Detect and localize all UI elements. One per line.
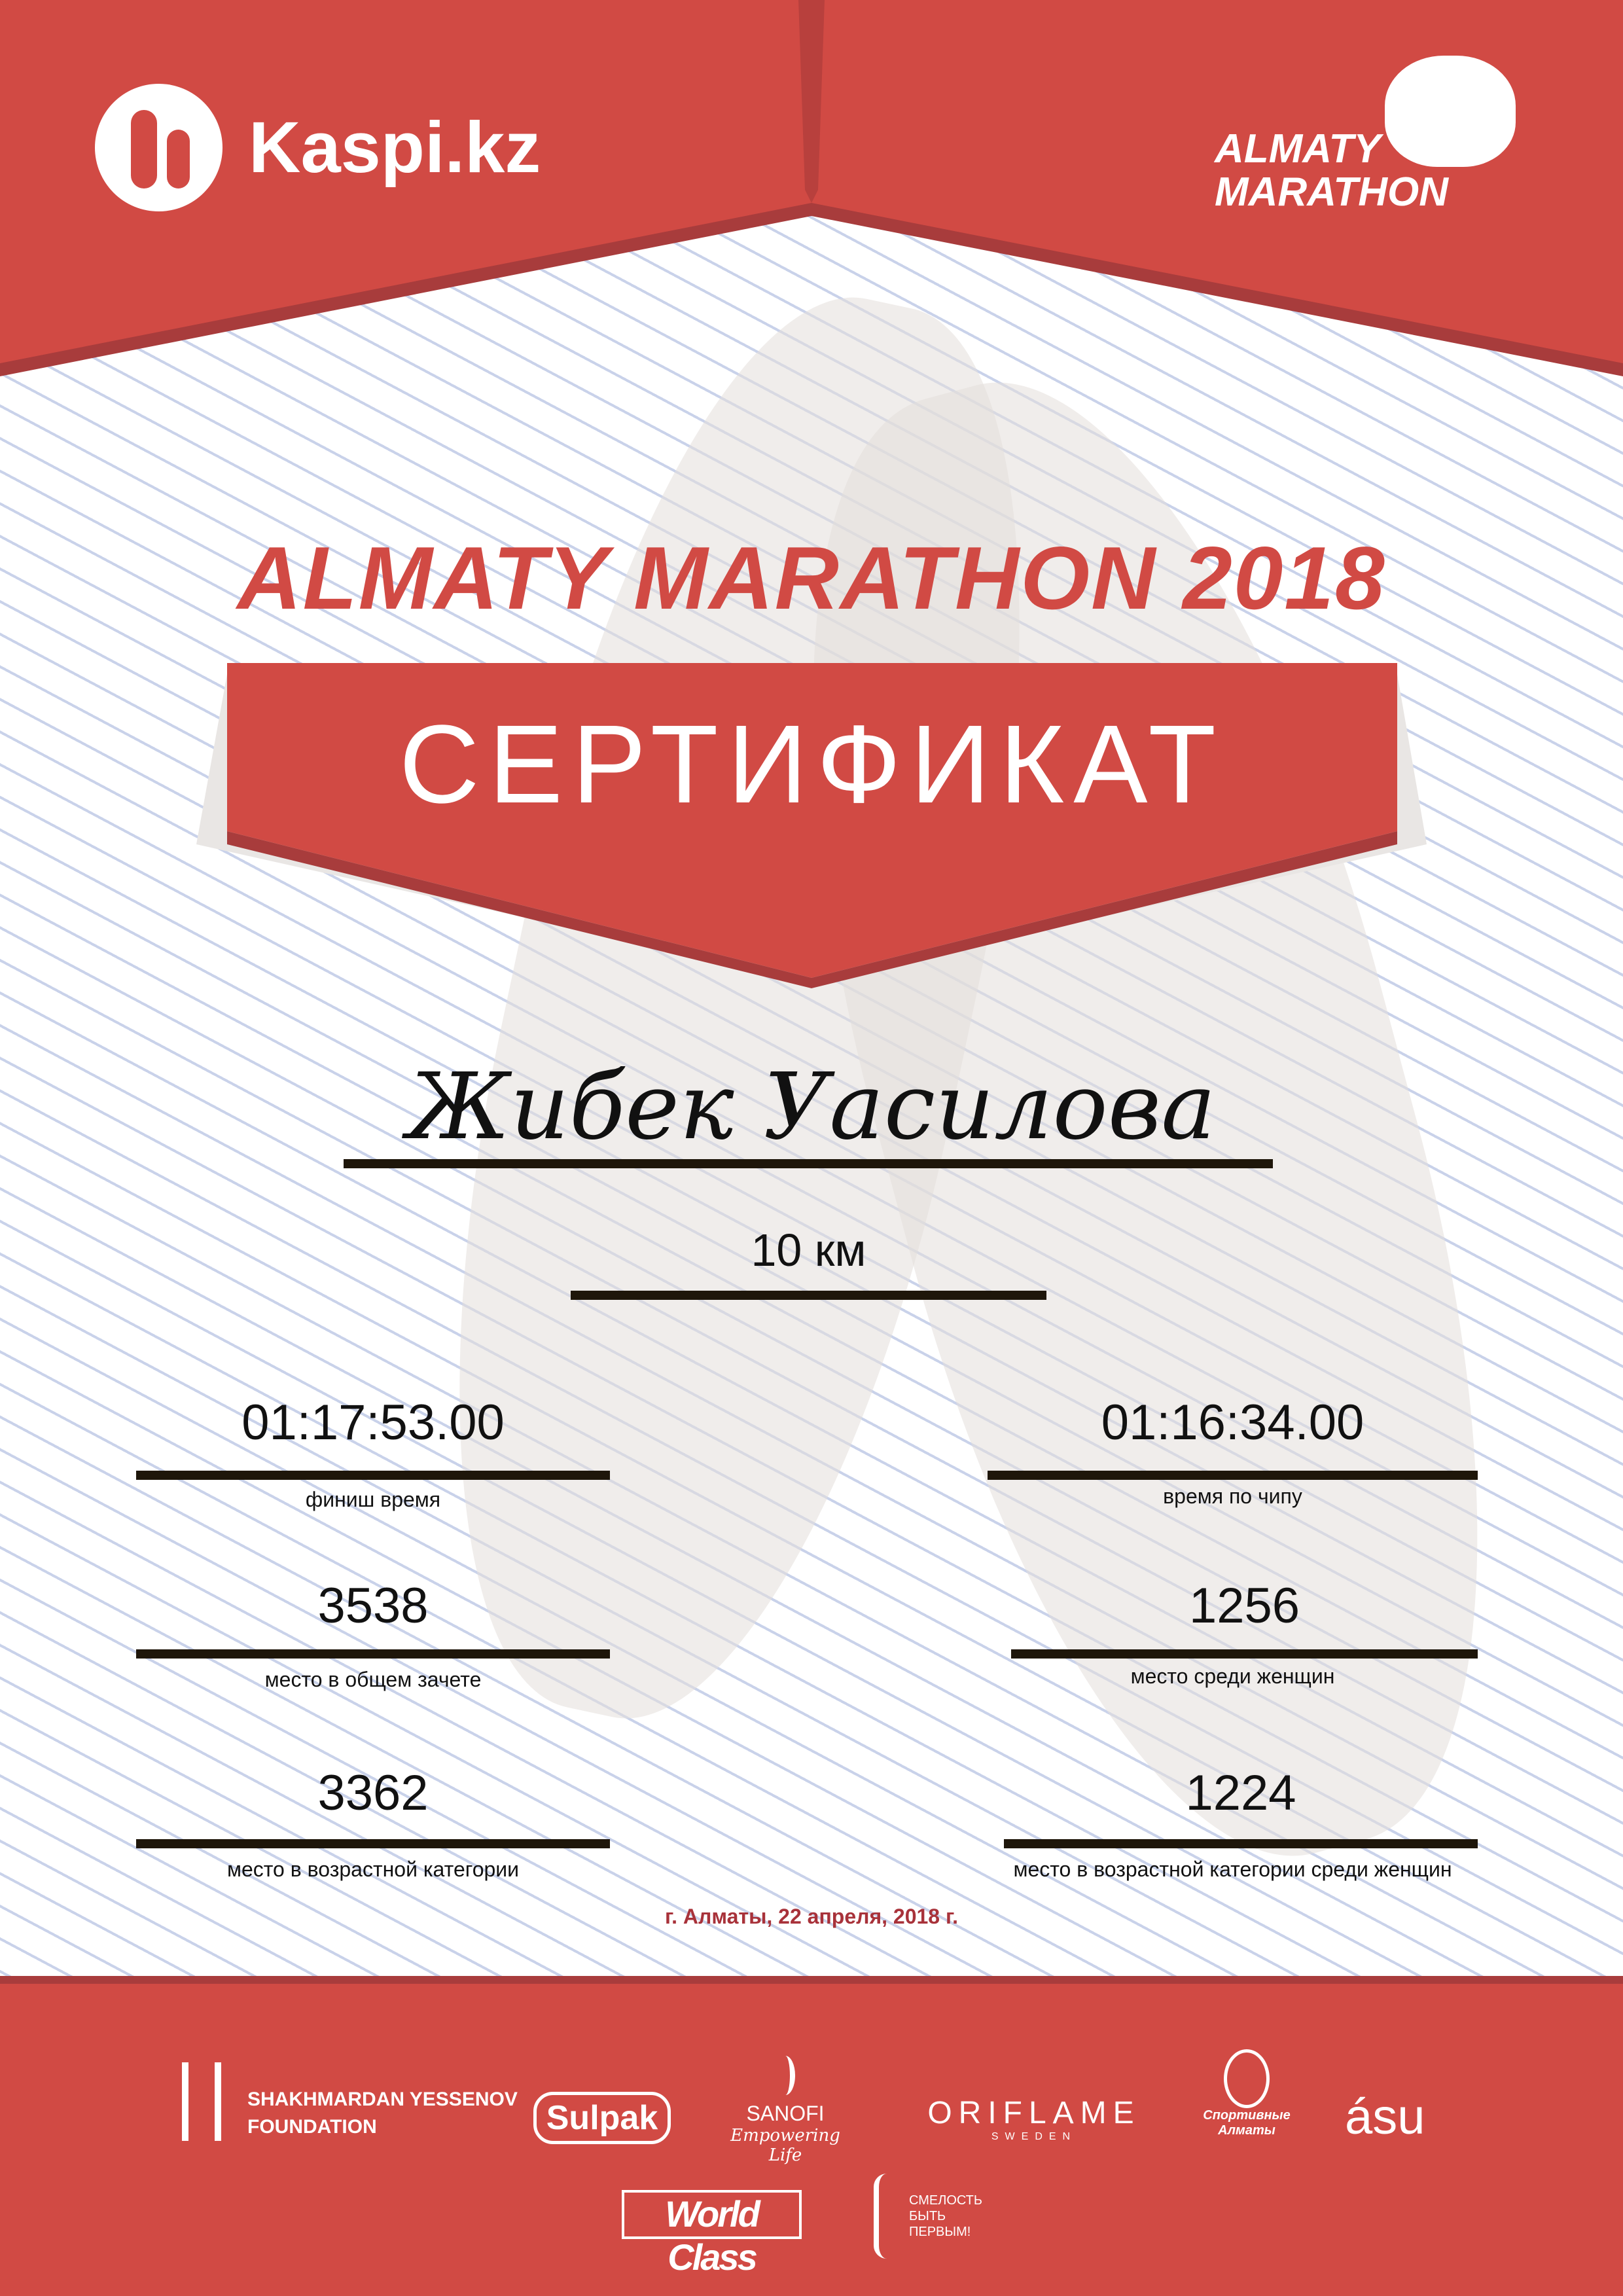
asu-logo: ásu <box>1345 2089 1425 2145</box>
sanofi-logo: SANOFI Empowering Life <box>720 2056 851 2165</box>
almaty-marathon-wordmark: ALMATY MARATHON <box>1215 126 1449 215</box>
certificate-banner <box>196 663 1427 988</box>
courage-fund-line1: СМЕЛОСТЬ <box>909 2193 983 2208</box>
yessenov-logo: SHAKHMARDAN YESSENOV FOUNDATION <box>182 2062 518 2141</box>
finish-time-label: финиш время <box>305 1488 441 1511</box>
kaspi-logo: Kaspi.kz <box>95 83 541 211</box>
women-place-label: место среди женщин <box>1130 1664 1335 1688</box>
courage-fund-icon <box>874 2174 900 2259</box>
oriflame-logo: ORIFLAME SWEDEN <box>923 2095 1145 2143</box>
yessenov-line2: FOUNDATION <box>247 2116 377 2138</box>
kaspi-icon <box>95 83 223 211</box>
age-place-underline <box>136 1839 610 1848</box>
sulpak-logo: Sulpak <box>533 2092 671 2144</box>
worldclass-logo: World Class <box>622 2190 802 2278</box>
issue-date: г. Алматы, 22 апреля, 2018 г. <box>665 1905 958 1928</box>
yessenov-line1: SHAKHMARDAN YESSENOV <box>247 2089 518 2110</box>
kaspi-wordmark: Kaspi.kz <box>249 107 541 188</box>
age-place-label: место в возрастной категории <box>226 1857 520 1881</box>
distance: 10 км <box>751 1225 866 1276</box>
runner-icon <box>1385 56 1516 167</box>
sanofi-wordmark: SANOFI <box>746 2102 825 2125</box>
sport-almaty-line2: Алматы <box>1218 2123 1275 2138</box>
chip-time-label: время по чипу <box>1163 1484 1302 1508</box>
yessenov-icon <box>182 2062 221 2141</box>
sanofi-tagline: Empowering Life <box>730 2126 840 2165</box>
almaty-marathon-logo: ALMATY MARATHON <box>1215 56 1529 215</box>
sport-almaty-icon <box>1224 2049 1270 2108</box>
finish-time-value: 01:17:53.00 <box>241 1395 505 1450</box>
chip-time-underline <box>988 1471 1478 1480</box>
women-place-value: 1256 <box>1188 1578 1300 1634</box>
age-place-value: 3362 <box>317 1765 429 1821</box>
women-age-place-value: 1224 <box>1185 1765 1296 1821</box>
oriflame-sub: SWEDEN <box>991 2131 1077 2142</box>
courage-fund-line3: ПЕРВЫМ! <box>909 2225 971 2239</box>
oriflame-wordmark: ORIFLAME <box>927 2096 1141 2130</box>
participant-name: Жибек Уасилова <box>407 1054 1216 1160</box>
women-age-place-underline <box>1004 1839 1478 1848</box>
women-age-place-label: место в возрастной категории среди женщи… <box>1013 1857 1452 1881</box>
name-underline <box>344 1159 1273 1168</box>
overall-place-value: 3538 <box>317 1578 429 1634</box>
courage-fund-line2: БЫТЬ <box>909 2209 946 2223</box>
sport-almaty-logo: Спортивные Алматы <box>1198 2049 1296 2138</box>
courage-fund-logo: СМЕЛОСТЬ БЫТЬ ПЕРВЫМ! <box>874 2174 982 2259</box>
overall-place-label: место в общем зачете <box>264 1668 482 1691</box>
event-title: ALMATY MARATHON 2018 <box>237 528 1386 628</box>
chip-time-value: 01:16:34.00 <box>1101 1395 1364 1450</box>
overall-place-underline <box>136 1649 610 1659</box>
distance-underline <box>571 1291 1046 1300</box>
sponsors-footer: SHAKHMARDAN YESSENOV FOUNDATION Sulpak S… <box>0 1976 1623 2296</box>
certificate-label: СЕРТИФИКАТ <box>399 702 1226 827</box>
sanofi-icon <box>776 2056 795 2095</box>
women-place-underline <box>1011 1649 1478 1659</box>
sport-almaty-line1: Спортивные <box>1203 2108 1291 2123</box>
finish-time-underline <box>136 1471 610 1480</box>
